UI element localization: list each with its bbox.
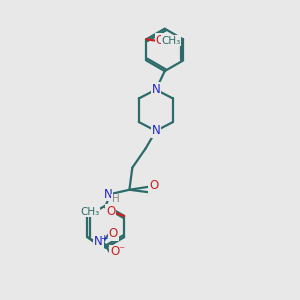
Text: N: N xyxy=(94,235,103,248)
Text: H: H xyxy=(112,194,119,205)
Text: O: O xyxy=(156,34,165,47)
Text: N: N xyxy=(152,124,160,137)
Text: O: O xyxy=(110,245,119,258)
Text: N: N xyxy=(103,188,112,201)
Text: ⁻: ⁻ xyxy=(118,244,124,257)
Text: CH₃: CH₃ xyxy=(80,206,99,217)
Text: CH₃: CH₃ xyxy=(161,36,180,46)
Text: O: O xyxy=(106,205,116,218)
Text: O: O xyxy=(109,227,118,240)
Text: O: O xyxy=(149,179,158,192)
Text: N: N xyxy=(152,83,160,96)
Text: +: + xyxy=(100,234,107,243)
